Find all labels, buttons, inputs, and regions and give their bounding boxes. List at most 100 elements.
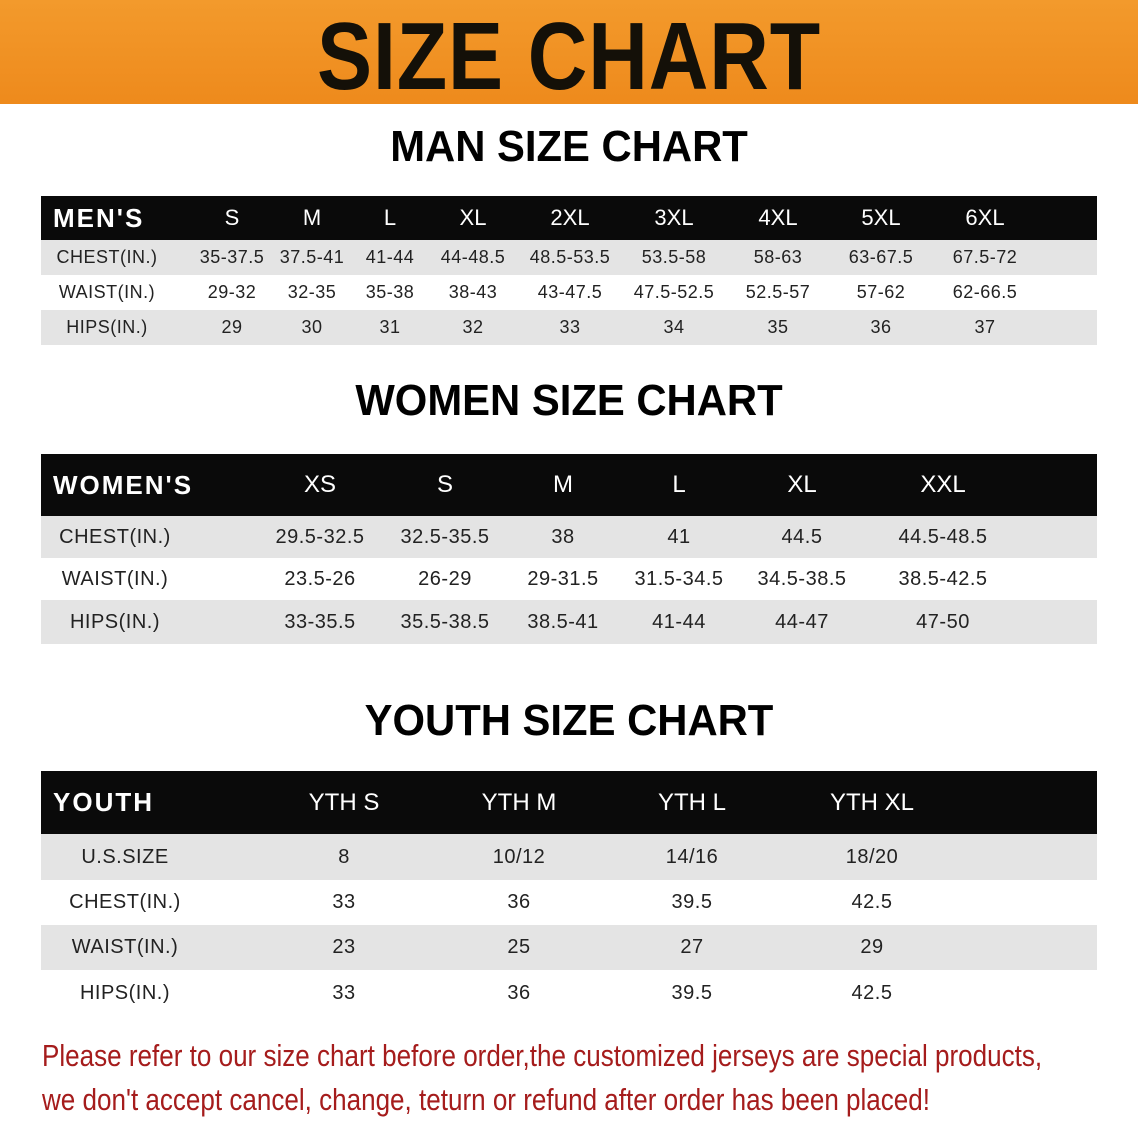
table-cell: 29 xyxy=(221,317,243,337)
table-cell: 53.5-58 xyxy=(641,247,707,267)
measurement-label: HIPS(IN.) xyxy=(69,610,161,633)
size-header: 2XL xyxy=(550,205,590,230)
table-cell: 29 xyxy=(860,936,884,958)
table-cell: 35.5-38.5 xyxy=(400,610,490,633)
table-row: HIPS(IN.) 33-35.5 35.5-38.5 38.5-41 41-44 44-… xyxy=(41,600,1097,644)
table-cell: 39.5 xyxy=(671,891,713,913)
table-row: CHEST(IN.) 29.5-32.5 32.5-35.5 38 41 44.5 44.5… xyxy=(41,516,1097,558)
women-size-table: WOMEN'S XS S M L XL XXL CHEST(IN.) 29.5-32.5 32.5… xyxy=(41,454,1097,644)
table-cell: 32-35 xyxy=(287,282,337,302)
table-cell: 8 xyxy=(338,845,350,868)
table-row: WAIST(IN.) 23 25 27 29 xyxy=(41,925,1097,970)
table-row: WAIST(IN.) 23.5-26 26-29 29-31.5 31.5-34.5 34… xyxy=(41,558,1097,600)
size-header: S xyxy=(224,205,240,230)
table-cell: 67.5-72 xyxy=(952,247,1018,267)
table-cell: 36 xyxy=(507,891,531,913)
measurement-label: WAIST(IN.) xyxy=(71,936,179,958)
measurement-label: CHEST(IN.) xyxy=(69,891,181,913)
measurement-label: HIPS(IN.) xyxy=(66,317,148,337)
table-cell: 25 xyxy=(507,936,531,958)
table-cell: 48.5-53.5 xyxy=(529,247,611,267)
table-cell: 37 xyxy=(974,317,996,337)
measurement-label: WAIST(IN.) xyxy=(58,282,156,302)
size-header: YTH XL xyxy=(829,788,915,816)
table-cell: 41-44 xyxy=(365,247,415,267)
size-header: XL xyxy=(459,205,487,230)
measurement-label: U.S.SIZE xyxy=(81,845,169,868)
table-cell: 32.5-35.5 xyxy=(400,525,490,548)
youth-table-label: YOUTH xyxy=(53,787,154,817)
table-cell: 41 xyxy=(667,525,691,548)
table-cell: 47.5-52.5 xyxy=(633,282,715,302)
table-cell: 35-37.5 xyxy=(199,247,265,267)
table-cell: 43-47.5 xyxy=(537,282,603,302)
table-cell: 42.5 xyxy=(851,981,893,1004)
table-cell: 42.5 xyxy=(851,891,893,913)
banner-title: SIZE CHART xyxy=(317,3,821,110)
size-header: 4XL xyxy=(758,205,798,230)
size-header: XS xyxy=(303,471,337,498)
measurement-label: CHEST(IN.) xyxy=(59,525,171,548)
youth-section-title: YOUTH SIZE CHART xyxy=(364,696,774,745)
table-cell: 35 xyxy=(767,317,789,337)
table-cell: 35-38 xyxy=(365,282,415,302)
table-cell: 44-48.5 xyxy=(440,247,506,267)
table-cell: 63-67.5 xyxy=(848,247,914,267)
table-cell: 18/20 xyxy=(845,845,899,868)
table-cell: 29-32 xyxy=(207,282,257,302)
table-cell: 33 xyxy=(332,891,356,913)
measurement-label: HIPS(IN.) xyxy=(79,981,171,1004)
table-row: U.S.SIZE 8 10/12 14/16 18/20 xyxy=(41,834,1097,880)
women-table-label: WOMEN'S xyxy=(53,469,194,500)
measurement-label: CHEST(IN.) xyxy=(56,247,158,267)
table-cell: 44.5-48.5 xyxy=(898,525,988,548)
table-cell: 31 xyxy=(379,317,401,337)
youth-header-row: YOUTH YTH S YTH M YTH L YTH XL xyxy=(41,771,1097,834)
table-cell: 29.5-32.5 xyxy=(275,525,365,548)
table-cell: 26-29 xyxy=(418,567,472,590)
size-header: S xyxy=(436,471,454,498)
size-header: XXL xyxy=(920,471,966,498)
table-cell: 14/16 xyxy=(665,845,719,868)
men-section-title: MAN SIZE CHART xyxy=(390,122,748,171)
measurement-label: WAIST(IN.) xyxy=(61,567,169,590)
size-header: 5XL xyxy=(861,205,901,230)
table-cell: 41-44 xyxy=(652,610,706,633)
table-cell: 47-50 xyxy=(916,610,970,633)
table-cell: 37.5-41 xyxy=(279,247,345,267)
table-cell: 44.5 xyxy=(781,525,823,548)
table-cell: 31.5-34.5 xyxy=(634,567,724,590)
table-cell: 29-31.5 xyxy=(527,567,599,590)
table-row: CHEST(IN.) 35-37.5 37.5-41 41-44 44-48.5 48.5… xyxy=(41,240,1097,275)
table-cell: 38.5-42.5 xyxy=(898,567,988,590)
table-cell: 27 xyxy=(680,936,704,958)
size-header: 6XL xyxy=(965,205,1005,230)
table-cell: 38 xyxy=(551,525,575,548)
men-table-label: MEN'S xyxy=(53,202,145,233)
size-header: L xyxy=(383,205,397,230)
table-row: HIPS(IN.) 29 30 31 32 33 34 35 36 37 xyxy=(41,310,1097,345)
table-cell: 33 xyxy=(559,317,581,337)
table-cell: 44-47 xyxy=(775,610,829,633)
table-cell: 34 xyxy=(663,317,685,337)
table-cell: 39.5 xyxy=(671,981,713,1004)
table-cell: 62-66.5 xyxy=(952,282,1018,302)
women-header-row: WOMEN'S XS S M L XL XXL xyxy=(41,454,1097,516)
table-row: WAIST(IN.) 29-32 32-35 35-38 38-43 43-47.5 47.… xyxy=(41,275,1097,310)
size-header: L xyxy=(672,471,686,498)
size-header: YTH M xyxy=(481,788,557,816)
banner: SIZE CHART xyxy=(0,0,1138,110)
table-cell: 34.5-38.5 xyxy=(757,567,847,590)
table-cell: 33-35.5 xyxy=(284,610,356,633)
table-cell: 58-63 xyxy=(753,247,803,267)
notice-line-2: we don't accept cancel, change, teturn o… xyxy=(42,1082,931,1117)
size-header: YTH L xyxy=(657,788,727,816)
size-header: M xyxy=(302,205,322,230)
women-section-title: WOMEN SIZE CHART xyxy=(355,376,783,425)
table-cell: 38-43 xyxy=(448,282,498,302)
size-header: XL xyxy=(787,471,817,498)
size-header: YTH S xyxy=(308,788,380,816)
men-size-table: MEN'S S M L XL 2XL 3XL 4XL 5XL 6XL CHEST(IN.) 35-37… xyxy=(41,196,1097,346)
table-cell: 33 xyxy=(332,981,356,1004)
table-cell: 38.5-41 xyxy=(527,610,599,633)
